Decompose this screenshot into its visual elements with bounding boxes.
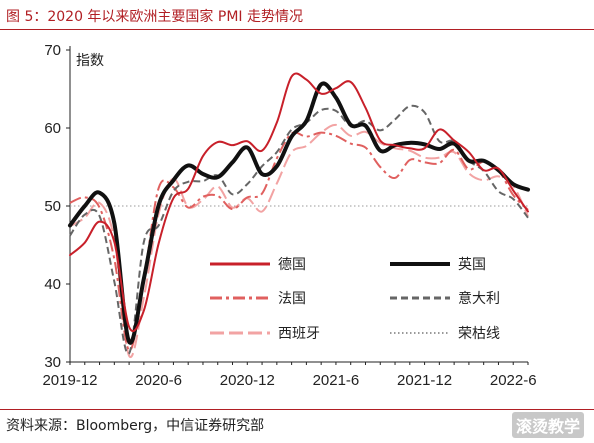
x-tick-label: 2021-12 xyxy=(397,372,452,389)
series-line xyxy=(68,81,530,345)
y-tick-label: 60 xyxy=(44,120,61,137)
legend-label: 西班牙 xyxy=(278,326,320,342)
y-tick-label: 70 xyxy=(44,42,61,59)
y-tick-label: 40 xyxy=(44,276,61,293)
y-axis-label: 指数 xyxy=(76,53,104,69)
series-line xyxy=(69,72,529,333)
series-line xyxy=(69,104,529,355)
legend-label: 意大利 xyxy=(458,290,500,307)
x-tick-label: 2020-6 xyxy=(135,372,182,389)
x-tick-label: 2022-6 xyxy=(490,372,537,389)
source-divider xyxy=(0,409,594,410)
legend-label: 法国 xyxy=(278,291,306,307)
source-note: 资料来源：Bloomberg，中信证券研究部 xyxy=(6,418,265,434)
x-tick-label: 2019-12 xyxy=(42,372,97,389)
legend-label: 英国 xyxy=(458,256,486,273)
x-tick-label: 2020-12 xyxy=(220,372,275,389)
watermark-logo: 滚烫教学 xyxy=(511,412,584,438)
chart-series-lines xyxy=(68,72,530,359)
chart-axes: 30 40 50 60 70 2019-12 2020-6 2020-12 2021-6 2021… xyxy=(42,42,536,389)
legend-label: 荣枯线 xyxy=(458,326,500,342)
legend-label: 德国 xyxy=(278,257,306,273)
y-tick-label: 30 xyxy=(44,354,61,371)
figure-title: 图 5：2020 年以来欧洲主要国家 PMI 走势情况 xyxy=(6,9,303,25)
x-tick-label: 2021-6 xyxy=(313,372,360,389)
title-divider xyxy=(0,29,594,30)
y-tick-label: 50 xyxy=(44,198,61,215)
